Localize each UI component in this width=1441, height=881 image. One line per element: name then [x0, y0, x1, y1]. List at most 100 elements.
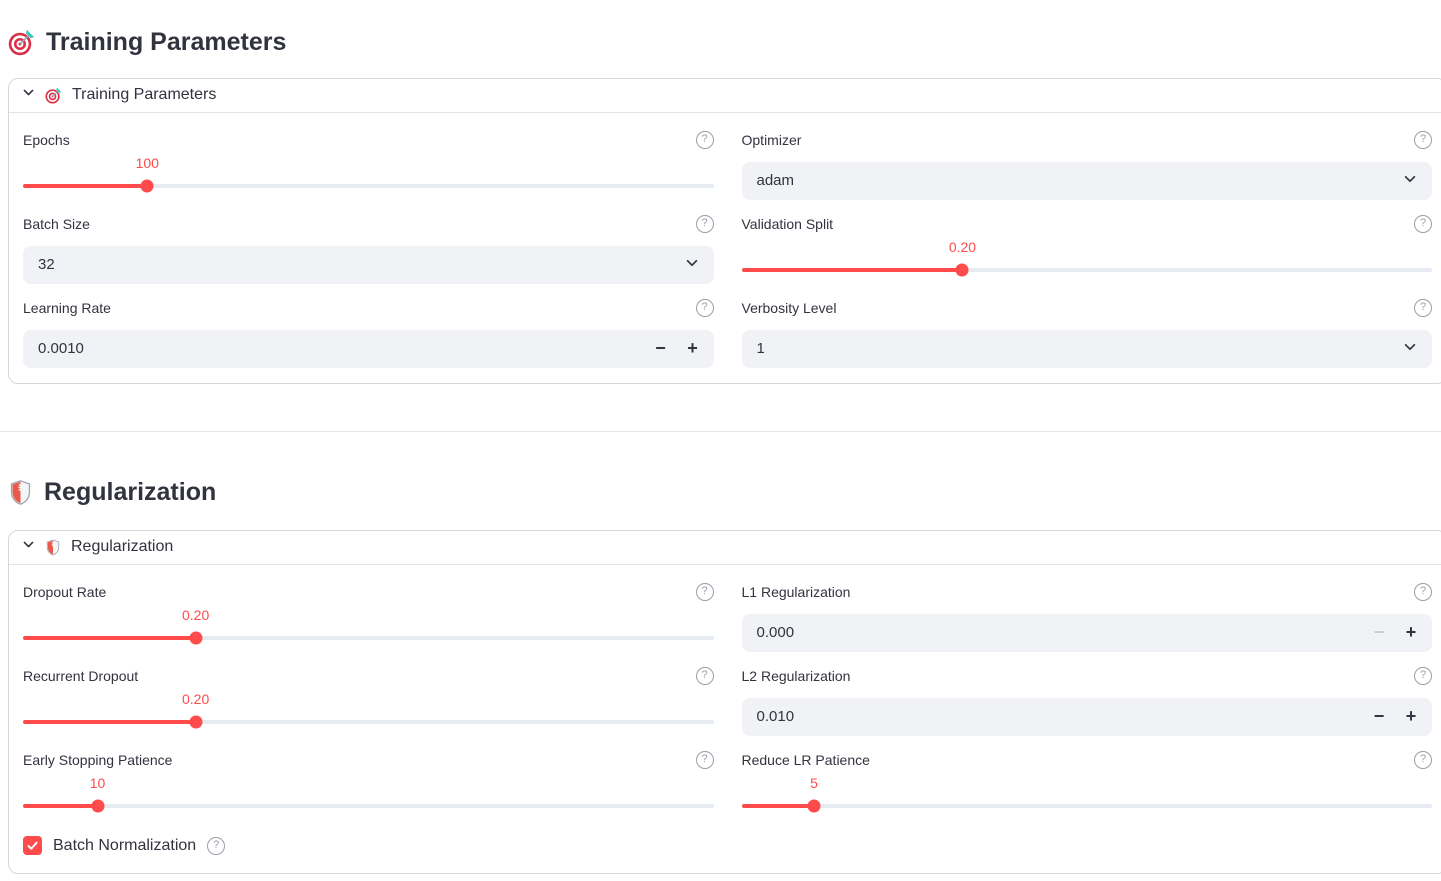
slider-track[interactable]: [741, 803, 1432, 808]
help-icon[interactable]: ?: [207, 836, 226, 855]
expander-body-training: Epochs ? 100 Optimizer ? adam: [9, 113, 1441, 383]
slider-track[interactable]: [23, 719, 714, 724]
app-root: Training Parameters Training Parameters: [0, 21, 1441, 874]
validation-split-slider[interactable]: 0.20: [741, 234, 1432, 282]
field-label: L1 Regularization: [741, 583, 851, 600]
help-icon[interactable]: ?: [695, 298, 714, 317]
help-icon[interactable]: ?: [1414, 750, 1432, 769]
select-value: 32: [38, 256, 55, 274]
field-label: Early Stopping Patience: [23, 751, 173, 768]
number-input-value[interactable]: 0.0010: [38, 340, 84, 358]
field-verbosity-level: Verbosity Level ? 1: [741, 298, 1432, 368]
checkbox-icon[interactable]: [23, 836, 42, 856]
batch-size-select[interactable]: 32: [23, 245, 714, 284]
l2-regularization-input[interactable]: 0.010 − +: [741, 697, 1432, 736]
expander-header-training[interactable]: Training Parameters: [9, 79, 1441, 113]
field-label: Validation Split: [741, 215, 834, 232]
learning-rate-input[interactable]: 0.0010 − +: [23, 329, 714, 368]
help-icon[interactable]: ?: [695, 750, 714, 769]
slider-thumb[interactable]: [955, 263, 969, 277]
field-recurrent-dropout: Recurrent Dropout ? 0.20: [23, 666, 714, 736]
field-label: Optimizer: [741, 131, 802, 148]
select-value: adam: [756, 172, 795, 190]
field-label: Epochs: [23, 131, 70, 148]
slider-thumb[interactable]: [140, 179, 154, 193]
field-validation-split: Validation Split ? 0.20: [741, 214, 1432, 284]
help-icon[interactable]: ?: [695, 214, 714, 233]
verbosity-level-select[interactable]: 1: [741, 329, 1432, 368]
slider-value: 100: [135, 154, 159, 171]
field-l1-regularization: L1 Regularization ? 0.000 − +: [741, 582, 1432, 652]
field-label: Reduce LR Patience: [741, 751, 870, 768]
slider-fill: [23, 635, 196, 640]
number-input-value[interactable]: 0.010: [756, 708, 795, 726]
slider-fill: [741, 267, 963, 272]
slider-fill: [23, 719, 196, 724]
help-icon[interactable]: ?: [1414, 666, 1432, 685]
increment-button[interactable]: +: [1405, 622, 1417, 643]
help-icon[interactable]: ?: [695, 130, 714, 149]
slider-thumb[interactable]: [189, 631, 203, 645]
slider-value: 10: [89, 774, 106, 791]
slider-track[interactable]: [23, 183, 714, 188]
recurrent-dropout-slider[interactable]: 0.20: [23, 686, 714, 734]
page-title-text: Training Parameters: [46, 28, 287, 57]
section-divider: [0, 430, 1441, 432]
field-label: Recurrent Dropout: [23, 667, 139, 684]
slider-track[interactable]: [741, 267, 1432, 272]
optimizer-select[interactable]: adam: [741, 161, 1432, 200]
help-icon[interactable]: ?: [1414, 298, 1432, 317]
help-icon[interactable]: ?: [1414, 582, 1432, 601]
expander-label: Training Parameters: [72, 86, 217, 104]
dropout-rate-slider[interactable]: 0.20: [23, 602, 714, 650]
field-label: Batch Size: [23, 215, 90, 232]
early-stopping-patience-slider[interactable]: 10: [23, 770, 714, 818]
select-value: 1: [756, 340, 765, 358]
field-early-stopping-patience: Early Stopping Patience ? 10: [23, 750, 714, 818]
slider-value: 0.20: [182, 606, 210, 623]
expander-header-regularization[interactable]: Regularization: [9, 531, 1441, 565]
field-reduce-lr-patience: Reduce LR Patience ? 5: [741, 750, 1432, 818]
chevron-down-icon[interactable]: [22, 86, 35, 104]
slider-thumb[interactable]: [807, 799, 821, 813]
slider-track[interactable]: [23, 635, 714, 640]
field-epochs: Epochs ? 100: [23, 130, 714, 200]
page-title-text: Regularization: [44, 478, 217, 507]
slider-fill: [741, 803, 814, 808]
slider-thumb[interactable]: [189, 715, 203, 729]
help-icon[interactable]: ?: [695, 666, 714, 685]
slider-thumb[interactable]: [91, 799, 105, 813]
decrement-button[interactable]: −: [655, 338, 666, 359]
expander-label: Regularization: [71, 538, 174, 556]
decrement-button[interactable]: −: [1373, 706, 1385, 727]
field-l2-regularization: L2 Regularization ? 0.010 − +: [741, 666, 1432, 736]
slider-value: 5: [810, 774, 818, 791]
field-label: L2 Regularization: [741, 667, 851, 684]
help-icon[interactable]: ?: [1414, 214, 1432, 233]
slider-track[interactable]: [23, 803, 714, 808]
increment-button[interactable]: +: [1405, 706, 1417, 727]
slider-fill: [23, 183, 148, 188]
expander-body-regularization: Dropout Rate ? 0.20 L1 Regularization ? …: [9, 565, 1441, 873]
help-icon[interactable]: ?: [695, 582, 714, 601]
reduce-lr-patience-slider[interactable]: 5: [741, 770, 1432, 818]
field-optimizer: Optimizer ? adam: [741, 130, 1432, 200]
field-label: Learning Rate: [23, 299, 111, 316]
page-title-regularization: Regularization: [8, 476, 1441, 510]
help-icon[interactable]: ?: [1414, 130, 1432, 149]
shield-icon: [8, 479, 33, 506]
number-input-value[interactable]: 0.000: [756, 624, 795, 642]
field-batch-size: Batch Size ? 32: [23, 214, 714, 284]
batch-normalization-checkbox[interactable]: Batch Normalization ?: [23, 834, 1432, 858]
dart-target-icon: [8, 29, 35, 56]
chevron-down-icon[interactable]: [22, 538, 35, 556]
field-learning-rate: Learning Rate ? 0.0010 − +: [23, 298, 714, 368]
dart-target-icon: [45, 87, 62, 104]
epochs-slider[interactable]: 100: [23, 150, 714, 198]
decrement-button[interactable]: −: [1373, 622, 1385, 643]
increment-button[interactable]: +: [687, 338, 698, 359]
l1-regularization-input[interactable]: 0.000 − +: [741, 613, 1432, 652]
slider-fill: [23, 803, 98, 808]
shield-icon: [45, 539, 61, 556]
slider-value: 0.20: [948, 238, 977, 255]
